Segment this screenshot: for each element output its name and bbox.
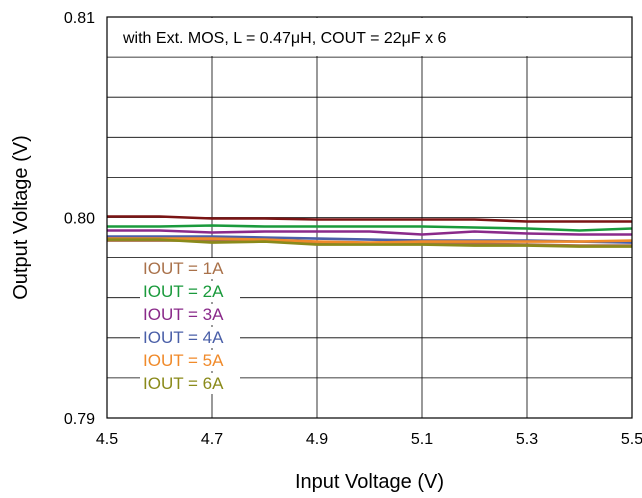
series-line <box>107 229 632 236</box>
y-axis-title: Output Voltage (V) <box>10 135 32 300</box>
series-line <box>107 215 632 223</box>
legend-background <box>140 350 240 371</box>
plot-frame <box>106 16 633 419</box>
series-line <box>107 237 633 244</box>
x-tick-label: 5.1 <box>411 431 433 448</box>
y-tick-label: 0.81 <box>64 10 95 27</box>
legend: IOUT = 1A IOUT = 2A IOUT = 3A IOUT = 4A IOUT… <box>140 258 240 394</box>
x-tick-label: 5.3 <box>516 431 538 448</box>
x-axis-title: Input Voltage (V) <box>295 471 444 493</box>
annotation-box <box>108 18 560 56</box>
legend-background <box>140 304 240 325</box>
legend-background <box>140 373 240 394</box>
x-tick-label: 4.7 <box>201 431 223 448</box>
chart-annotation: with Ext. MOS, L = 0.47μH, COUT = 22μF x… <box>122 30 447 47</box>
legend-entry: IOUT = 2A <box>143 282 224 301</box>
legend-entry: IOUT = 4A <box>143 328 224 347</box>
x-tick-label: 4.5 <box>96 431 118 448</box>
legend-background <box>140 258 240 279</box>
legend-entry: IOUT = 1A <box>143 259 224 278</box>
x-tick-label: 5.5 <box>621 431 642 448</box>
legend-entry: IOUT = 6A <box>143 374 224 393</box>
y-tick-label: 0.79 <box>64 411 95 428</box>
legend-background <box>140 327 240 348</box>
legend-background <box>140 281 240 302</box>
series-line <box>107 238 632 248</box>
legend-entry: IOUT = 3A <box>143 305 224 324</box>
x-tick-label: 4.9 <box>306 431 328 448</box>
y-tick-label: 0.80 <box>64 211 95 228</box>
series-lines <box>107 215 633 248</box>
legend-entry: IOUT = 5A <box>143 351 224 370</box>
series-line <box>107 224 633 232</box>
tick-labels: 4.5 4.7 4.9 5.1 5.3 5.5 0.79 0.80 0.81 <box>64 10 642 448</box>
